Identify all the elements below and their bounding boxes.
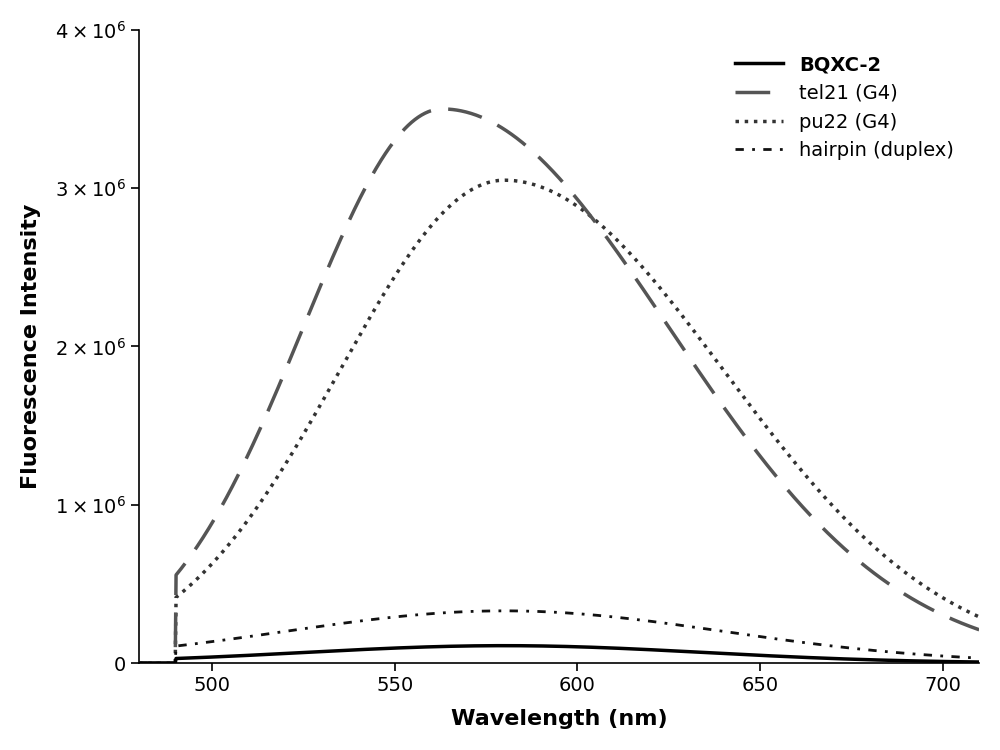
tel21 (G4) [437,104,449,113]
pu22 (G4) [504,176,516,184]
tel21 (G4) [973,626,985,634]
pu22 (G4) [473,182,485,190]
hairpin (duplex) [804,639,816,648]
tel21 (G4) [804,511,816,520]
pu22 (G4) [804,476,816,485]
tel21 (G4) [789,494,801,503]
BQXC-2 [804,653,816,662]
Line: hairpin (duplex): hairpin (duplex) [139,610,979,663]
tel21 (G4) [711,393,723,402]
Line: pu22 (G4): pu22 (G4) [139,180,979,663]
hairpin (duplex) [973,653,985,662]
tel21 (G4) [219,496,231,505]
pu22 (G4) [498,176,510,184]
tel21 (G4) [474,112,486,121]
hairpin (duplex) [498,606,510,615]
tel21 (G4) [504,129,516,138]
pu22 (G4) [789,458,801,467]
hairpin (duplex) [473,607,485,616]
pu22 (G4) [711,357,723,366]
Y-axis label: Fluorescence Intensity: Fluorescence Intensity [21,204,41,489]
pu22 (G4) [133,658,145,668]
pu22 (G4) [973,613,985,622]
BQXC-2 [498,641,510,650]
Legend: BQXC-2, tel21 (G4), pu22 (G4), hairpin (duplex): BQXC-2, tel21 (G4), pu22 (G4), hairpin (… [719,40,969,176]
BQXC-2 [789,652,801,662]
hairpin (duplex) [789,637,801,646]
BQXC-2 [711,649,723,658]
hairpin (duplex) [219,635,231,644]
hairpin (duplex) [133,658,145,668]
BQXC-2 [973,658,985,667]
BQXC-2 [504,641,516,650]
Line: tel21 (G4): tel21 (G4) [139,109,979,663]
hairpin (duplex) [711,626,723,635]
pu22 (G4) [219,544,231,554]
BQXC-2 [219,652,231,661]
hairpin (duplex) [504,606,516,615]
BQXC-2 [133,658,145,668]
BQXC-2 [473,641,485,650]
tel21 (G4) [133,658,145,668]
Line: BQXC-2: BQXC-2 [139,646,979,663]
X-axis label: Wavelength (nm): Wavelength (nm) [451,710,667,729]
